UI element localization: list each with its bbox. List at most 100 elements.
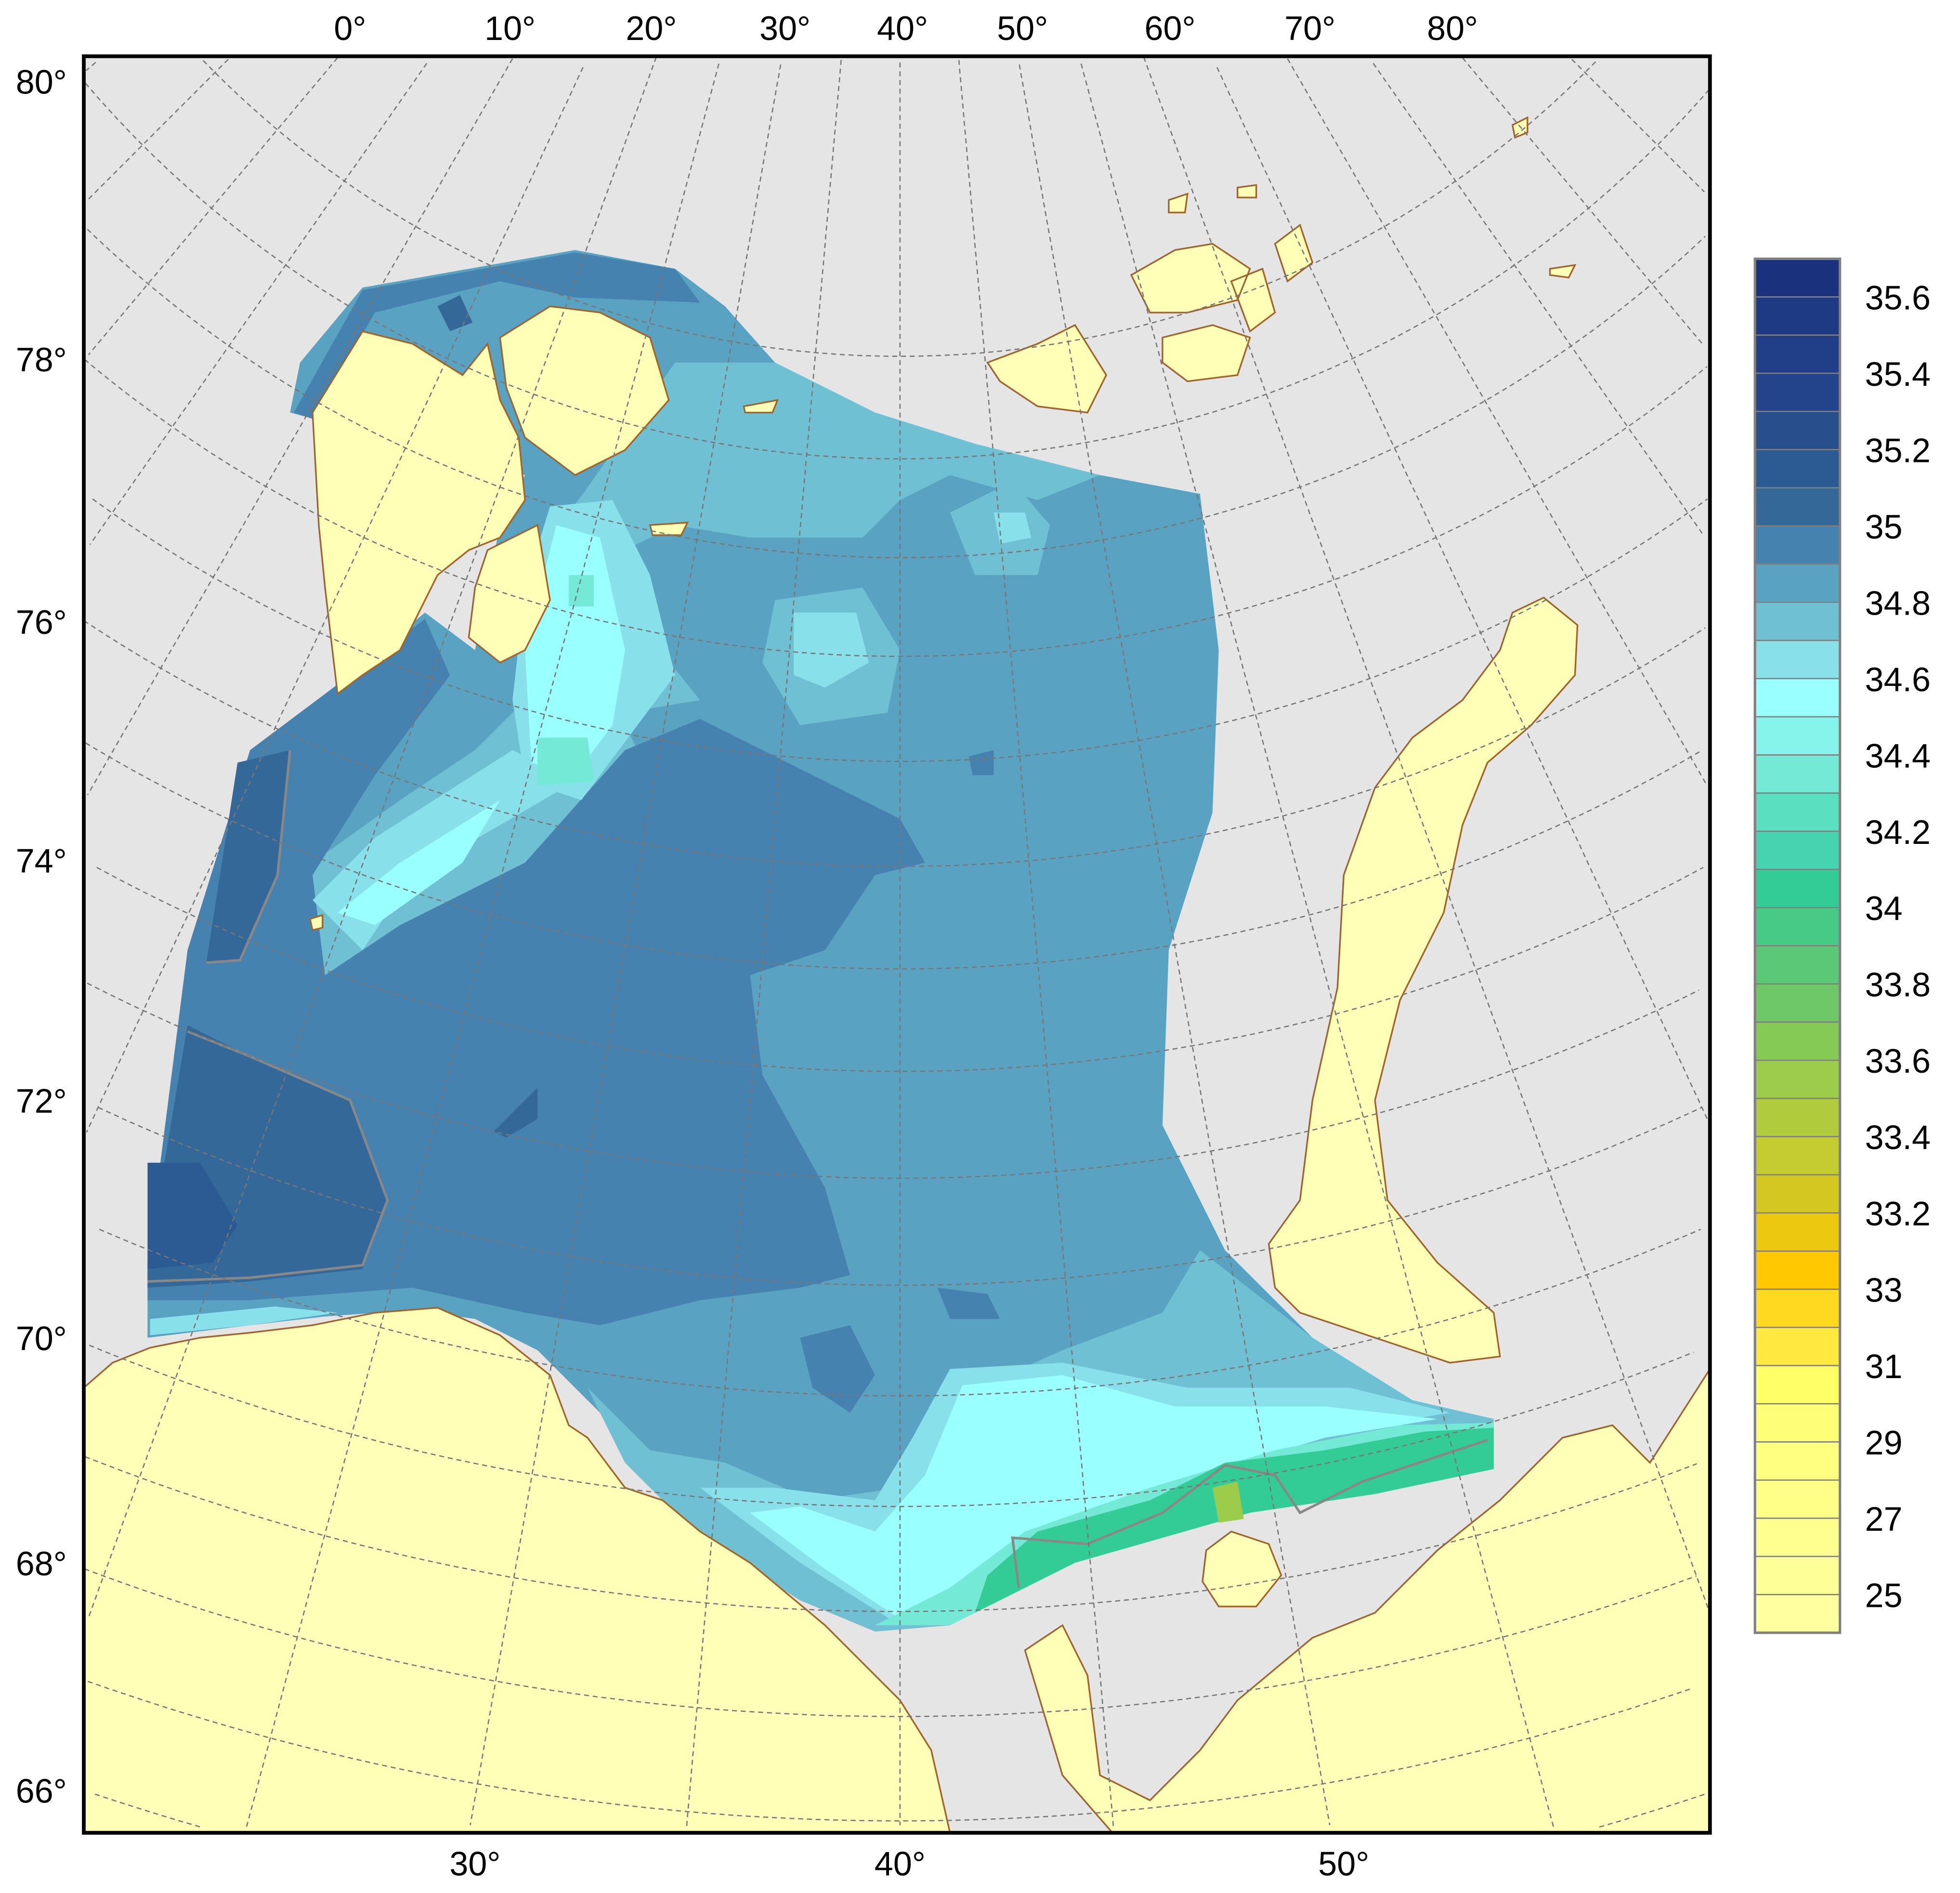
colorbar-frame xyxy=(1753,257,1842,1634)
colorbar-label: 25 xyxy=(1865,1577,1903,1614)
lon-label: 70° xyxy=(1284,10,1335,47)
latitude-line xyxy=(84,620,1706,867)
map-frame xyxy=(82,54,1712,1835)
lat-label: 70° xyxy=(16,1320,67,1357)
colorbar-swatch xyxy=(1754,792,1841,832)
longitude-line xyxy=(86,59,229,201)
colorbar-swatch xyxy=(1754,563,1841,603)
lon-label: 80° xyxy=(1427,10,1478,47)
latitude-line xyxy=(84,1568,1697,1717)
land-franz-josef xyxy=(649,116,1577,536)
latitude-line xyxy=(87,228,1706,558)
longitude-line xyxy=(86,67,584,1133)
colorbar-swatch xyxy=(1754,1212,1841,1252)
land-east-russia xyxy=(1024,1367,1710,1833)
latitude-line xyxy=(94,1793,201,1828)
longitude-line xyxy=(86,62,96,71)
longitude-line xyxy=(958,60,1114,1829)
colorbar xyxy=(1753,257,1842,1634)
lat-label: 72° xyxy=(16,1082,67,1120)
colorbar-swatch xyxy=(1754,1250,1841,1290)
lon-label: 50° xyxy=(1318,1845,1369,1882)
isoline-34 xyxy=(1011,1439,1488,1588)
colorbar-label: 34.4 xyxy=(1865,737,1931,775)
latitude-line xyxy=(89,1344,1694,1507)
colorbar-swatch xyxy=(1754,1021,1841,1061)
colorbar-label: 33.6 xyxy=(1865,1042,1931,1080)
colorbar-swatch xyxy=(1754,296,1841,336)
top-longitude-labels: 0° 10° 20° 30° 40° 50° 60° 70° 80° xyxy=(334,10,1478,47)
lon-label: 30° xyxy=(449,1845,500,1882)
lon-label: 30° xyxy=(759,10,810,47)
longitude-line xyxy=(87,56,657,1620)
longitude-line xyxy=(686,60,842,1829)
colorbar-label: 31 xyxy=(1865,1348,1903,1385)
colorbar-swatch xyxy=(1754,983,1841,1023)
colorbar-swatch xyxy=(1754,525,1841,565)
longitude-line xyxy=(1571,59,1705,193)
salinity-field xyxy=(147,250,1494,1632)
colorbar-swatch xyxy=(1754,907,1841,946)
longitude-line xyxy=(1080,63,1555,1827)
colorbar-swatch xyxy=(1754,1479,1841,1519)
land-svalbard-east xyxy=(468,305,670,664)
colorbar-label: 33.2 xyxy=(1865,1195,1931,1233)
colorbar-label: 27 xyxy=(1865,1500,1903,1538)
colorbar-swatch xyxy=(1754,716,1841,756)
colorbar-swatch xyxy=(1754,1174,1841,1214)
lat-label: 80° xyxy=(16,64,67,101)
latitude-line xyxy=(92,498,1708,762)
latitude-line xyxy=(85,1456,1697,1612)
graticule xyxy=(84,56,1709,1829)
colorbar-swatch xyxy=(1754,1059,1841,1099)
colorbar-label: 34.8 xyxy=(1865,584,1931,622)
latitude-line xyxy=(98,1106,1702,1286)
land-bear-island xyxy=(309,914,324,932)
colorbar-swatch xyxy=(1754,487,1841,527)
latitude-line xyxy=(85,83,1709,460)
colorbar-swatch xyxy=(1754,830,1841,870)
colorbar-label: 33 xyxy=(1865,1272,1903,1309)
colorbar-swatch xyxy=(1754,1098,1841,1137)
colorbar-swatch xyxy=(1754,678,1841,718)
lat-label: 68° xyxy=(16,1545,67,1582)
contour-35-4 xyxy=(147,1162,238,1269)
lon-label: 10° xyxy=(484,10,536,47)
lon-label: 50° xyxy=(997,10,1048,47)
latitude-line xyxy=(87,1681,1693,1822)
lon-label: 20° xyxy=(626,10,677,47)
colorbar-swatch xyxy=(1754,449,1841,488)
colorbar-swatch xyxy=(1754,602,1841,641)
lon-label: 60° xyxy=(1145,10,1196,47)
colorbar-label: 35.4 xyxy=(1865,355,1931,393)
longitude-line xyxy=(1143,56,1709,1608)
latitude-line xyxy=(84,359,1708,657)
colorbar-swatch xyxy=(1754,1441,1841,1481)
land-scandinavia-russia xyxy=(84,1307,951,1833)
colorbar-label: 33.8 xyxy=(1865,966,1931,1004)
colorbar-swatch xyxy=(1754,1288,1841,1328)
colorbar-swatch xyxy=(1754,410,1841,450)
colorbar-swatch xyxy=(1754,945,1841,985)
colorbar-swatch xyxy=(1754,1517,1841,1557)
colorbar-label: 35.6 xyxy=(1865,279,1931,316)
lon-label: 0° xyxy=(334,10,366,47)
lat-label: 76° xyxy=(16,604,67,641)
contour-34-0 xyxy=(975,1428,1494,1613)
lon-label: 40° xyxy=(877,10,928,47)
land-svalbard-west xyxy=(312,330,526,696)
longitude-line xyxy=(1462,57,1704,346)
colorbar-swatch xyxy=(1754,868,1841,908)
longitude-line xyxy=(87,58,513,795)
colorbar-label: 34 xyxy=(1865,890,1903,927)
colorbar-label: 34.6 xyxy=(1865,661,1931,698)
lat-label: 66° xyxy=(16,1773,67,1810)
colorbar-label: 29 xyxy=(1865,1424,1903,1462)
colorbar-swatch xyxy=(1754,258,1841,298)
longitude-line xyxy=(89,63,428,545)
latitude-line xyxy=(87,982,1699,1179)
land xyxy=(84,116,1710,1833)
longitude-line xyxy=(1019,64,1331,1826)
land-novaya-zemlya xyxy=(1267,596,1579,1364)
lat-label: 78° xyxy=(16,341,67,379)
